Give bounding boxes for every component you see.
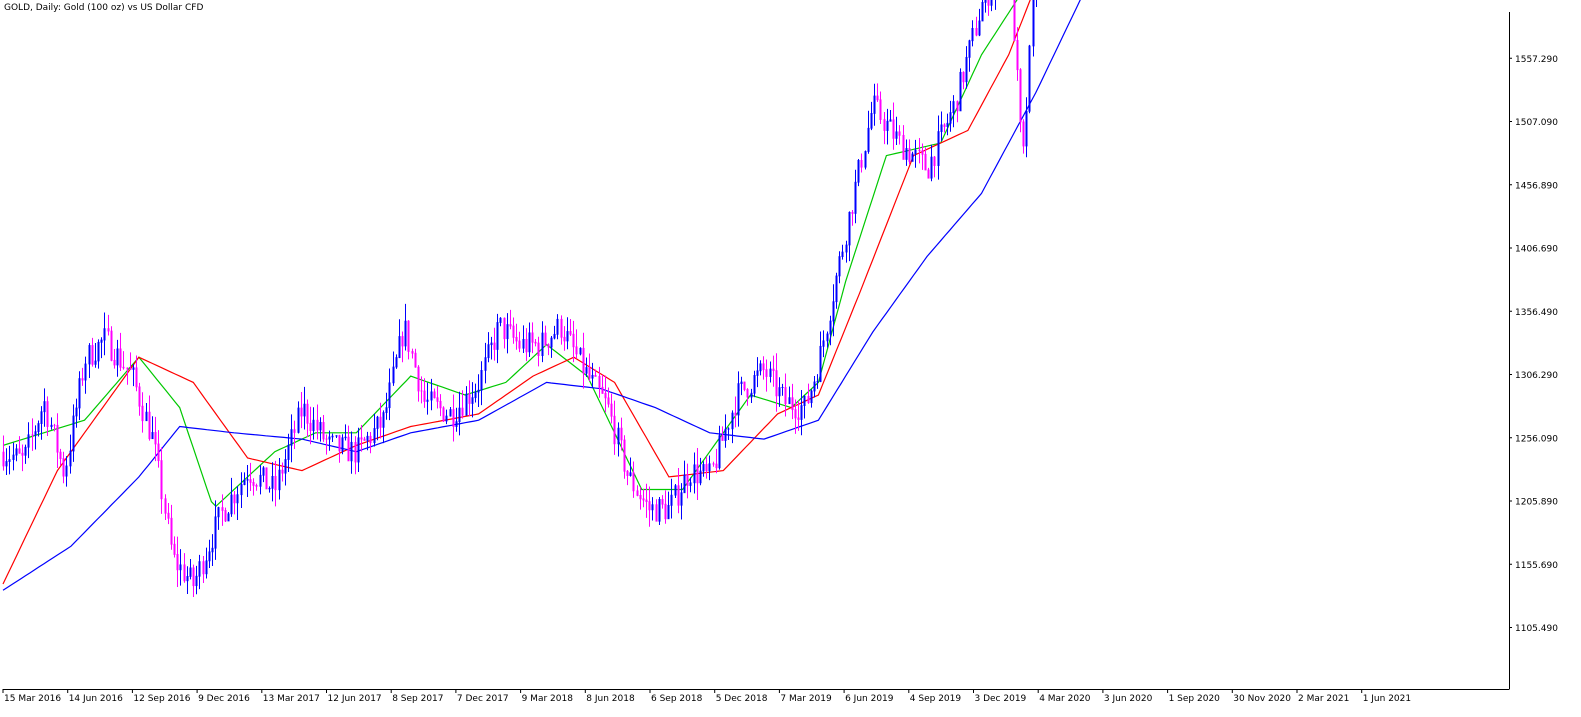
y-tick-label: 1406.690 — [1515, 245, 1558, 255]
x-tick-label: 2 Mar 2021 — [1298, 694, 1349, 704]
x-tick-label: 9 Dec 2016 — [198, 694, 250, 704]
x-tick-label: 6 Sep 2018 — [651, 694, 703, 704]
x-tick-label: 12 Jun 2017 — [328, 694, 382, 704]
x-tick-label: 9 Mar 2018 — [522, 694, 574, 704]
x-tick-label: 1 Sep 2020 — [1169, 694, 1221, 704]
candles — [2, 0, 1037, 597]
x-tick-label: 8 Jun 2018 — [586, 694, 635, 704]
x-tick-label: 15 Mar 2016 — [4, 694, 61, 704]
x-tick-label: 8 Sep 2017 — [392, 694, 443, 704]
ma-line-slow — [2, 0, 1081, 591]
x-tick-label: 6 Jun 2019 — [845, 694, 894, 704]
x-tick-label: 1 Jun 2021 — [1363, 694, 1411, 704]
y-tick-label: 1356.490 — [1515, 308, 1558, 318]
x-tick-label: 3 Jun 2020 — [1104, 694, 1153, 704]
y-tick-label: 1155.690 — [1515, 561, 1558, 571]
y-tick-label: 1557.290 — [1515, 55, 1558, 65]
x-tick-label: 13 Mar 2017 — [263, 694, 320, 704]
x-tick-label: 3 Dec 2019 — [975, 694, 1027, 704]
x-tick-label: 14 Jun 2016 — [69, 694, 123, 704]
x-tick-label: 30 Nov 2020 — [1233, 694, 1291, 704]
moving-averages — [2, 0, 1081, 591]
y-tick-label: 1456.890 — [1515, 181, 1558, 191]
y-tick-label: 1205.890 — [1515, 498, 1558, 508]
y-tick-label: 1306.290 — [1515, 371, 1558, 381]
x-tick-label: 7 Mar 2019 — [780, 694, 832, 704]
x-tick-label: 5 Dec 2018 — [716, 694, 768, 704]
x-tick-label: 4 Mar 2020 — [1039, 694, 1091, 704]
x-tick-label: 7 Dec 2017 — [457, 694, 509, 704]
chart-title: GOLD, Daily: Gold (100 oz) vs US Dollar … — [4, 3, 204, 13]
x-tick-label: 12 Sep 2016 — [133, 694, 190, 704]
y-tick-label: 1507.090 — [1515, 118, 1558, 128]
x-tick-label: 4 Sep 2019 — [910, 694, 962, 704]
ma-line-fast — [2, 0, 1018, 508]
axes: 1557.290 1507.090 1456.890 1406.690 1356.490… — [2, 12, 1558, 704]
y-tick-label: 1256.090 — [1515, 434, 1558, 444]
y-tick-label: 1105.490 — [1515, 624, 1558, 634]
